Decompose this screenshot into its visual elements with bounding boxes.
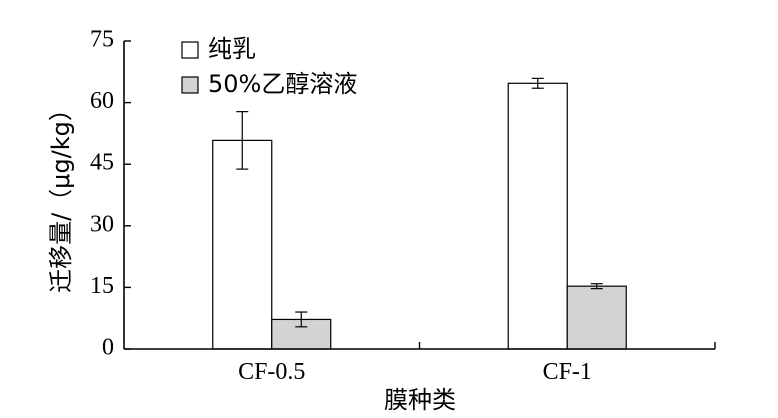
legend-item: 纯乳 [181, 35, 256, 63]
legend-swatch [181, 41, 199, 59]
y-axis-title: 迁移量/（μg/kg） [47, 97, 75, 293]
legend-swatch [181, 76, 199, 94]
error-bar [295, 311, 308, 328]
legend-label: 50%乙醇溶液 [208, 70, 357, 98]
x-tick-label: CF-0.5 [238, 359, 305, 385]
error-bar [590, 283, 603, 290]
bar [212, 139, 273, 350]
y-tick-label: 60 [90, 88, 114, 114]
y-tick-label: 15 [90, 273, 114, 299]
y-tick-label: 75 [90, 27, 114, 53]
x-tick-label: CF-1 [543, 359, 592, 385]
x-axis-title: 膜种类 [384, 386, 456, 414]
legend-label: 纯乳 [208, 35, 256, 63]
error-bar [531, 77, 544, 89]
y-tick-label: 45 [90, 150, 114, 176]
bar [507, 82, 568, 350]
y-tick-label: 30 [90, 211, 114, 237]
legend-item: 50%乙醇溶液 [181, 70, 357, 98]
x-ticks: CF-0.5 CF-1 [238, 342, 716, 385]
x-axis: CF-0.5 CF-1 [124, 342, 716, 385]
bar [566, 285, 627, 350]
error-bar [236, 111, 249, 170]
plot-area [212, 77, 627, 350]
legend: 纯乳 50%乙醇溶液 [181, 35, 357, 98]
y-ticks: 0 15 30 45 60 75 [90, 27, 131, 361]
y-tick-label: 0 [102, 335, 114, 361]
y-axis: 0 15 30 45 60 75 [90, 27, 131, 361]
